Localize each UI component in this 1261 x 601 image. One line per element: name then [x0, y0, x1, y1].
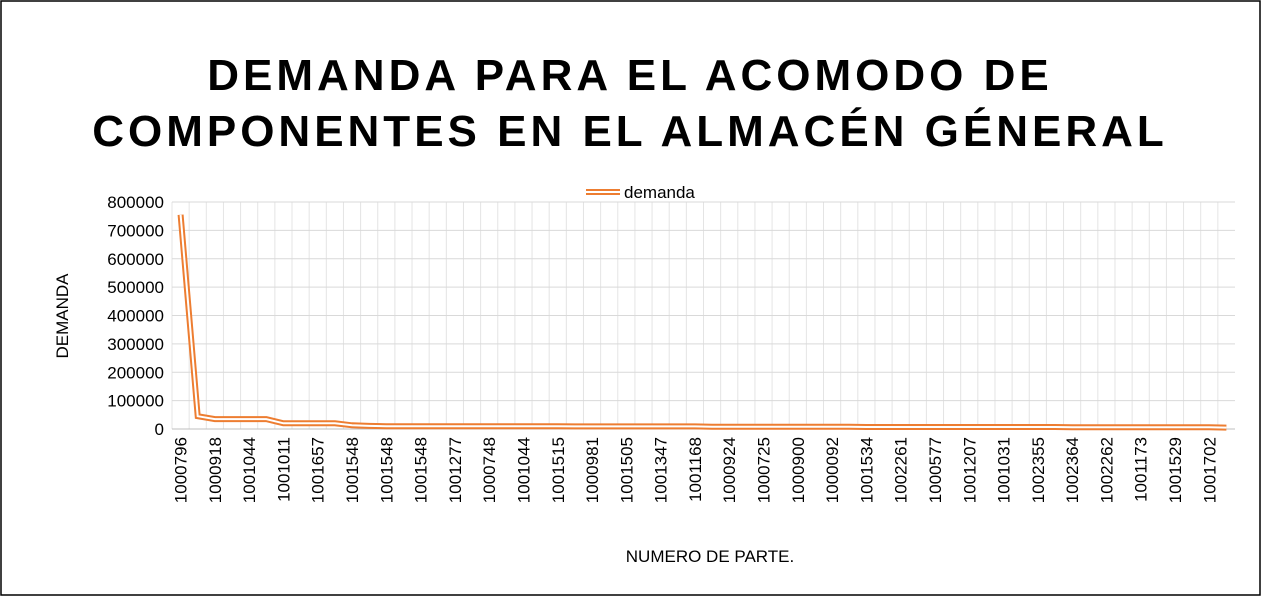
y-tick-label: 0	[155, 420, 164, 439]
y-axis-label: DEMANDA	[53, 273, 72, 359]
x-tick-label: 1001548	[412, 437, 431, 503]
x-tick-label: 1001173	[1132, 437, 1151, 502]
x-tick-label: 1001702	[1200, 437, 1219, 503]
legend-label: demanda	[624, 183, 695, 202]
x-tick-label: 1001044	[240, 437, 259, 503]
x-tick-label: 1002364	[1063, 437, 1082, 503]
y-tick-label: 100000	[107, 392, 164, 411]
x-tick-label: 1000918	[206, 437, 225, 503]
y-tick-label: 200000	[107, 363, 164, 382]
x-tick-label: 1001044	[514, 437, 533, 503]
x-tick-label: 1002262	[1097, 437, 1116, 503]
x-axis-label: NUMERO DE PARTE.	[626, 547, 794, 566]
x-tick-label: 1001534	[857, 437, 876, 503]
x-tick-label: 1000725	[755, 437, 774, 503]
x-tick-label: 1000900	[789, 437, 808, 503]
x-tick-label: 1000981	[583, 437, 602, 503]
x-tick-label: 1001548	[343, 437, 362, 503]
y-tick-label: 600000	[107, 250, 164, 269]
x-tick-label: 1000577	[926, 437, 945, 503]
y-tick-label: 700000	[107, 221, 164, 240]
x-tick-label: 1001347	[652, 437, 671, 503]
x-tick-label: 1000092	[823, 437, 842, 503]
x-tick-label: 1001277	[446, 437, 465, 503]
x-tick-label: 1002261	[892, 437, 911, 503]
y-tick-label: 800000	[107, 193, 164, 212]
y-tick-label: 400000	[107, 307, 164, 326]
x-tick-label: 1002355	[1029, 437, 1048, 503]
x-tick-label: 1001529	[1166, 437, 1185, 503]
y-tick-label: 500000	[107, 278, 164, 297]
x-tick-label: 1000748	[480, 437, 499, 503]
x-tick-label: 1001548	[377, 437, 396, 503]
x-tick-label: 1001011	[274, 437, 293, 502]
x-tick-label: 1001207	[960, 437, 979, 503]
x-tick-label: 1001031	[995, 437, 1014, 503]
x-tick-label: 1001168	[686, 437, 705, 502]
x-tick-label: 1000796	[172, 437, 191, 503]
x-tick-label: 1001657	[309, 437, 328, 503]
y-tick-label: 300000	[107, 335, 164, 354]
x-tick-label: 1000924	[720, 437, 739, 503]
chart-title: DEMANDA PARA EL ACOMODO DE COMPONENTES EN…	[92, 51, 1168, 156]
x-tick-label: 1001515	[549, 437, 568, 503]
line-series-inner	[179, 214, 1227, 429]
x-tick-label: 1001505	[617, 437, 636, 503]
